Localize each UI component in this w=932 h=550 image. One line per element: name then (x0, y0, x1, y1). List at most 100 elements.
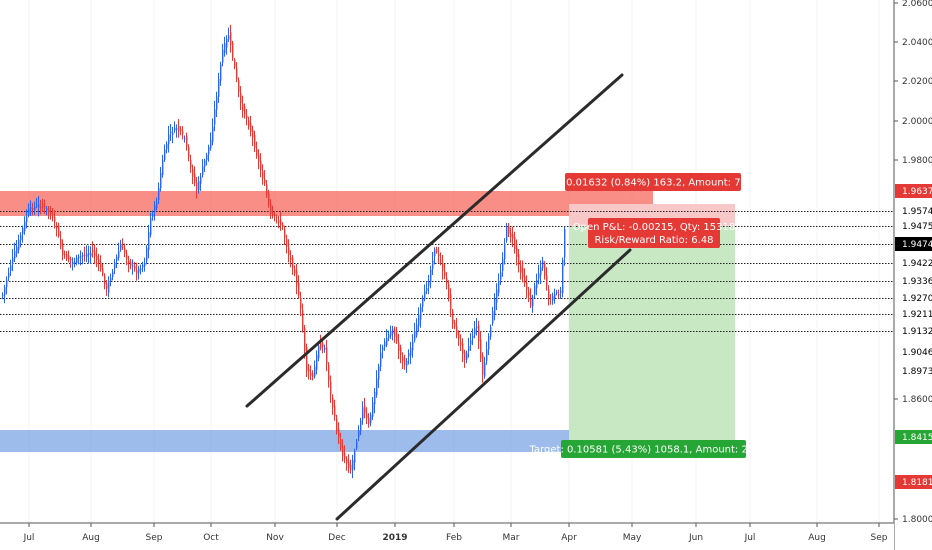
candle-body (516, 246, 518, 257)
candle-body (450, 294, 452, 310)
candle-body (90, 252, 92, 257)
target-zone[interactable] (569, 226, 735, 440)
price-level-label: 1.92708 (902, 294, 932, 304)
candle-body (304, 328, 306, 351)
candle-body (378, 366, 380, 380)
candle-body (556, 292, 558, 294)
price-level-label-box (895, 256, 932, 270)
time-axis-tick-label: 2019 (382, 533, 407, 543)
price-level-label-box (895, 237, 932, 251)
candle-body (48, 208, 50, 211)
open-pl-label-box[interactable] (588, 218, 720, 248)
support-zone[interactable] (0, 430, 653, 452)
candle-body (260, 160, 262, 170)
candle-body (388, 334, 390, 339)
candle-body (526, 282, 528, 290)
candle-body (426, 288, 428, 291)
candle-body (366, 413, 368, 419)
candle-body (230, 32, 232, 45)
candle-body (42, 203, 44, 208)
channel-upper-trendline[interactable] (245, 73, 624, 408)
price-level-label-box (895, 219, 932, 233)
candle-body (456, 326, 458, 336)
candle-body (86, 253, 88, 258)
channel-lower-trendline[interactable] (335, 248, 632, 521)
candle-body (440, 259, 442, 262)
target-label-box[interactable] (561, 440, 746, 458)
candle-body (88, 253, 90, 255)
candle-body (30, 207, 32, 210)
candle-body (148, 232, 150, 250)
resistance-zone[interactable] (0, 191, 653, 216)
candle-body (104, 275, 106, 285)
candle-body (486, 349, 488, 361)
candle-body (128, 260, 130, 264)
candle-body (22, 228, 24, 235)
price-level-label: 1.89736 (902, 367, 932, 377)
candle-body (162, 160, 164, 175)
candle-body (252, 129, 254, 138)
candle-body (102, 268, 104, 275)
candle-body (458, 332, 460, 340)
candle-body (118, 251, 120, 258)
candle-body (124, 247, 126, 254)
candle-body (548, 289, 550, 299)
candle-body (14, 251, 16, 259)
candle-body (414, 331, 416, 341)
price-level-label: 1.90462 (902, 348, 932, 358)
candle-body (114, 263, 116, 269)
candle-body (368, 417, 370, 424)
candle-body (484, 363, 486, 377)
candle-body (156, 203, 158, 209)
stop-label-box[interactable] (565, 173, 741, 191)
candle-body (200, 176, 202, 184)
time-axis-tick-label: Sep (146, 533, 163, 543)
time-axis-background[interactable] (0, 523, 894, 550)
price-level-label: 1.92113 (902, 310, 932, 320)
candle-body (360, 420, 362, 431)
candle-body (212, 126, 214, 142)
candle-body (266, 184, 268, 195)
trendlines-layer (245, 73, 632, 521)
price-axis-tick-label: 2.04000 (902, 38, 932, 48)
candle-body (218, 78, 220, 97)
candle-body (350, 464, 352, 471)
zone-layer (0, 191, 735, 452)
candle-body (514, 237, 516, 249)
candle-body (84, 255, 86, 256)
candle-body (436, 249, 438, 252)
candle-body (320, 342, 322, 348)
candle-body (2, 295, 4, 296)
candle-body (144, 263, 146, 266)
candle-body (312, 373, 314, 378)
candle-body (536, 279, 538, 288)
candle-body (36, 205, 38, 207)
candle-body (346, 459, 348, 464)
candle-body (34, 206, 36, 211)
candle-body (208, 146, 210, 155)
price-axis-tick-label: 1.86000 (902, 395, 932, 405)
candle-body (236, 68, 238, 80)
candle-body (348, 461, 350, 468)
annotations-layer: Stop: 0.01632 (0.84%) 163.2, Amount: 750… (529, 173, 776, 458)
candle-body (174, 127, 176, 131)
candle-body (150, 217, 152, 235)
candle-body (18, 239, 20, 250)
candle-body (510, 233, 512, 238)
candle-body (80, 256, 82, 258)
candle-body (370, 414, 372, 423)
candle-body (308, 368, 310, 372)
candle-body (480, 339, 482, 359)
candle-body (412, 341, 414, 351)
candle-body (54, 216, 56, 222)
candle-body (296, 270, 298, 286)
candle-body (546, 275, 548, 286)
candle-body (78, 256, 80, 258)
candle-body (464, 351, 466, 360)
candle-body (522, 267, 524, 278)
candle-body (474, 328, 476, 335)
candle-body (256, 148, 258, 156)
candle-body (322, 343, 324, 347)
candle-body (270, 203, 272, 214)
